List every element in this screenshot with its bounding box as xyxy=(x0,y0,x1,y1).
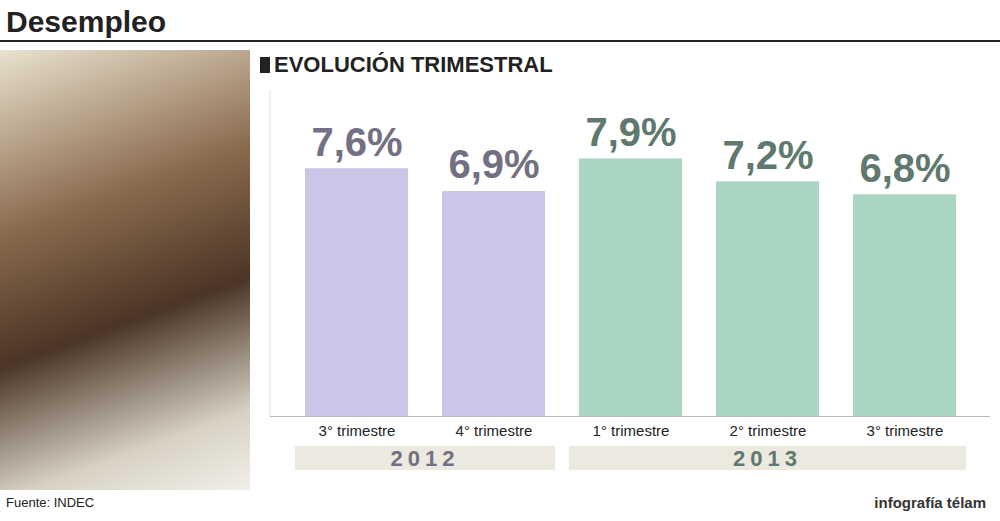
svg-text:7,2%: 7,2% xyxy=(722,133,813,177)
svg-text:6,9%: 6,9% xyxy=(448,142,539,186)
html-text:infografía télam: infografía télam xyxy=(874,493,986,511)
svg-text:3° trimestre: 3° trimestre xyxy=(867,422,944,439)
svg-text:2° trimestre: 2° trimestre xyxy=(730,422,807,439)
svg-text:7,9%: 7,9% xyxy=(585,110,676,154)
svg-text:3° trimestre: 3° trimestre xyxy=(319,422,396,439)
svg-text:4° trimestre: 4° trimestre xyxy=(456,422,533,439)
svg-text:6,8%: 6,8% xyxy=(859,146,950,190)
svg-text:1° trimestre: 1° trimestre xyxy=(593,422,670,439)
html-text:EVOLUCIÓN TRIMESTRAL: EVOLUCIÓN TRIMESTRAL xyxy=(274,52,553,77)
svg-text:2012: 2012 xyxy=(391,446,460,471)
svg-text:7,6%: 7,6% xyxy=(311,120,402,164)
html-text:Desempleo: Desempleo xyxy=(6,5,167,38)
html-text:Fuente: INDEC: Fuente: INDEC xyxy=(6,494,95,510)
svg-text:2013: 2013 xyxy=(733,446,802,471)
